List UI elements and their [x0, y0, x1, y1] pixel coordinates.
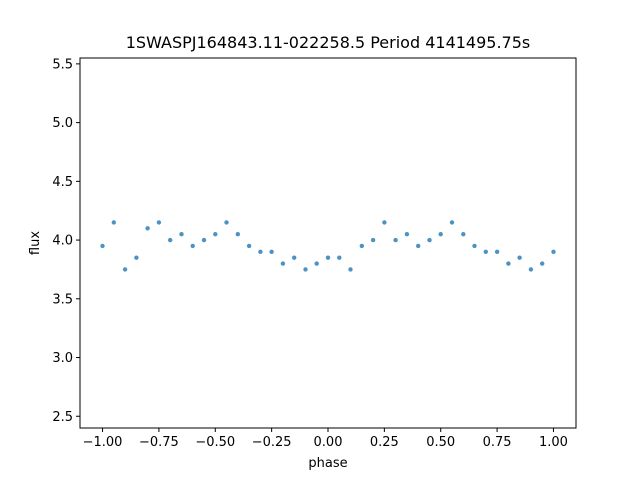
data-point: [314, 261, 319, 266]
y-tick-label: 3.0: [52, 351, 73, 366]
x-axis-label: phase: [308, 456, 347, 471]
data-points: [100, 220, 556, 272]
data-point: [179, 232, 184, 237]
x-tick-label: −1.00: [83, 435, 123, 450]
data-point: [427, 237, 432, 243]
chart-title: 1SWASPJ164843.11-022258.5 Period 4141495…: [126, 33, 531, 52]
data-point: [156, 220, 162, 225]
data-point: [551, 249, 556, 254]
x-tick-label: 1.00: [539, 435, 568, 450]
data-point: [269, 249, 274, 254]
x-tick-label: 0.00: [314, 435, 343, 450]
data-point: [517, 255, 522, 260]
data-point: [494, 249, 500, 254]
y-tick-label: 4.5: [52, 175, 73, 190]
data-point: [145, 226, 150, 231]
data-point: [246, 243, 252, 249]
x-tick-label: −0.25: [252, 435, 292, 450]
y-axis-label: flux: [28, 231, 43, 255]
y-tick-label: 2.5: [52, 410, 73, 425]
data-point: [528, 267, 534, 272]
data-point: [483, 249, 488, 254]
data-point: [292, 255, 297, 260]
y-tick-label: 5.0: [52, 116, 73, 131]
y-tick-label: 3.5: [52, 292, 73, 307]
data-point: [325, 255, 331, 260]
x-tick-label: 0.75: [483, 435, 512, 450]
data-point: [370, 237, 376, 243]
x-tick-label: −0.50: [195, 435, 235, 450]
data-point: [201, 237, 207, 243]
data-point: [540, 261, 545, 266]
data-point: [359, 243, 364, 249]
y-axis-ticks: 2.5 3.0 3.5 4.0 4.5 5.0 5.5: [52, 57, 80, 425]
data-point: [337, 255, 342, 260]
data-point: [393, 237, 398, 243]
data-point: [168, 237, 173, 243]
x-tick-label: −0.75: [139, 435, 179, 450]
data-point: [506, 261, 511, 266]
data-point: [303, 267, 308, 272]
data-point: [111, 220, 117, 225]
data-point: [213, 232, 218, 237]
x-axis-ticks: −1.00 −0.75 −0.50 −0.25 0.00 0.25 0.50 0.75 1.00: [83, 428, 568, 450]
data-point: [224, 220, 229, 225]
data-point: [100, 243, 105, 249]
x-tick-label: 0.50: [426, 435, 455, 450]
y-tick-label: 5.5: [52, 57, 73, 72]
data-point: [472, 243, 477, 249]
data-point: [280, 261, 286, 266]
data-point: [348, 267, 353, 272]
data-point: [438, 232, 443, 237]
data-point: [258, 249, 263, 254]
data-point: [382, 220, 387, 225]
data-point: [449, 220, 455, 225]
data-point: [190, 243, 195, 249]
data-point: [122, 267, 128, 272]
data-point: [235, 232, 240, 237]
x-tick-label: 0.25: [370, 435, 399, 450]
data-point: [134, 255, 139, 260]
data-point: [416, 243, 421, 249]
data-point: [461, 232, 466, 237]
data-point: [404, 232, 410, 237]
y-tick-label: 4.0: [52, 234, 73, 249]
